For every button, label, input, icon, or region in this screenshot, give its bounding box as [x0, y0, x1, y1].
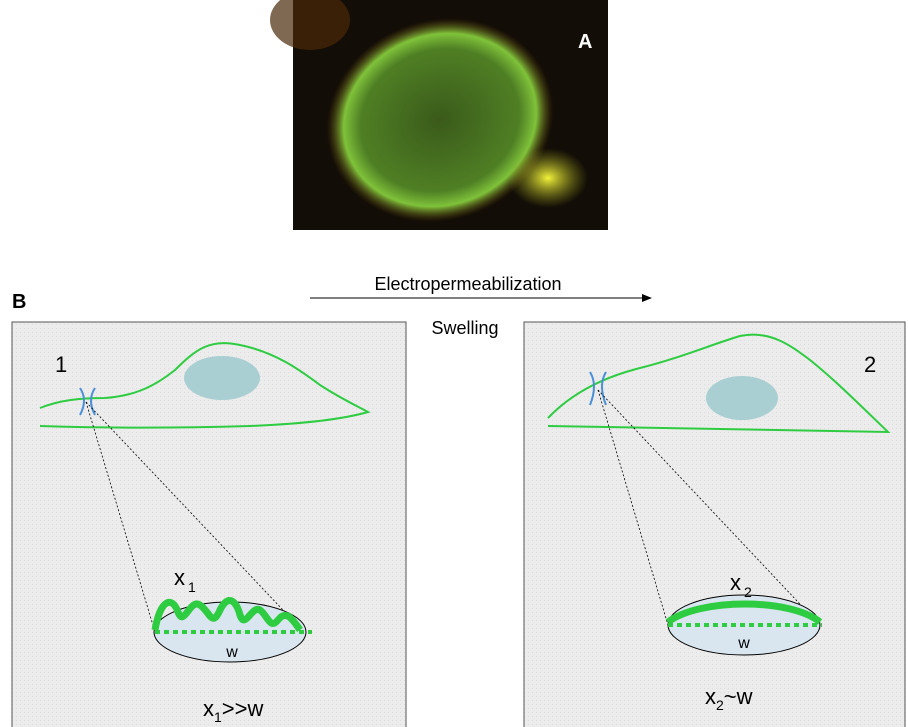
relation-base: x [705, 684, 716, 709]
width-label: w [225, 644, 238, 661]
left-panel: 1 x 1 w x1>>w [12, 322, 406, 727]
arrow-label: Electropermeabilization [374, 274, 561, 294]
relation-base: x [203, 696, 214, 721]
relation: x2~w [705, 684, 753, 713]
variable: x [730, 570, 741, 595]
relation-rest: >>w [222, 696, 264, 721]
relation-rest: ~w [724, 684, 753, 709]
figure: A B Electropermeabilization Swelling 1 x… [0, 0, 908, 727]
relation: x1>>w [203, 696, 263, 725]
subscript: 1 [188, 579, 196, 595]
panel-label: A [578, 31, 592, 53]
variable: x [174, 565, 185, 590]
micrograph: A [270, 0, 608, 253]
right-panel: 2 x 2 w x2~w [524, 322, 905, 727]
arrow-label: Swelling [431, 318, 498, 338]
arrow-head [642, 294, 652, 302]
subscript: 2 [744, 584, 752, 600]
panel-number: 2 [864, 352, 876, 377]
panel-number: 1 [55, 352, 67, 377]
width-label: w [737, 635, 750, 652]
relation-sub: 2 [716, 697, 724, 713]
panel-label: B [12, 291, 26, 313]
relation-sub: 1 [214, 709, 222, 725]
